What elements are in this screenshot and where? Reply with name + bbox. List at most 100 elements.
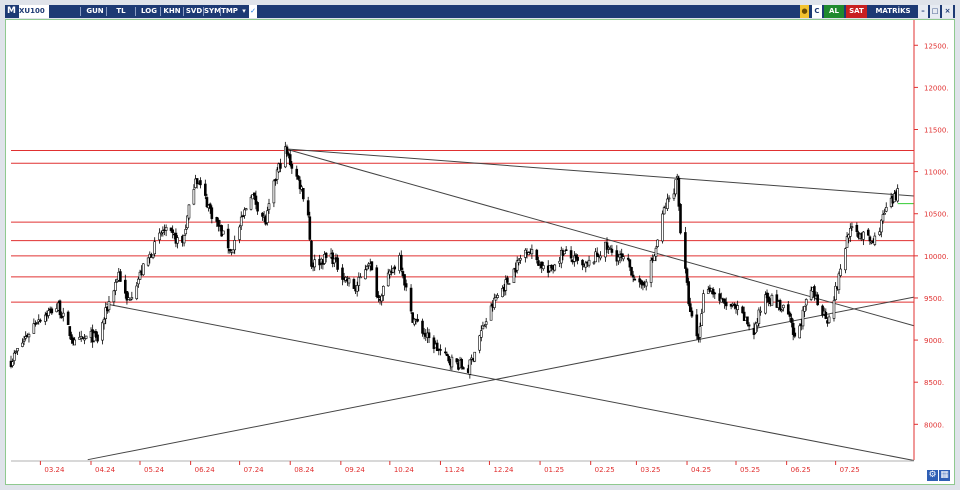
period-daily-button[interactable]: GUN bbox=[86, 7, 104, 15]
candle-body bbox=[489, 305, 493, 321]
grid-icon[interactable]: ▦ bbox=[939, 470, 950, 481]
candle-body bbox=[880, 219, 883, 233]
candle-body bbox=[411, 312, 414, 323]
khn-button[interactable]: KHN bbox=[163, 7, 181, 15]
candle-body bbox=[765, 292, 769, 299]
candle-body bbox=[759, 310, 762, 313]
candle-body bbox=[272, 180, 276, 204]
candle-body bbox=[124, 279, 127, 294]
candle-body bbox=[102, 318, 106, 325]
candle-body bbox=[228, 248, 232, 252]
lock-icon[interactable]: ● bbox=[800, 5, 809, 18]
close-icon[interactable]: × bbox=[942, 5, 953, 18]
candle-body bbox=[816, 294, 819, 306]
candle-body bbox=[357, 276, 361, 286]
candle-body bbox=[432, 337, 436, 349]
help-button[interactable]: C bbox=[812, 5, 822, 18]
candle-body bbox=[208, 203, 212, 209]
sym-button[interactable]: SYM bbox=[204, 7, 222, 15]
candle-body bbox=[881, 214, 885, 222]
candle-body bbox=[460, 359, 463, 368]
x-tick-label: 05.25 bbox=[740, 466, 760, 474]
candle-body bbox=[16, 348, 19, 352]
candle-body bbox=[517, 259, 521, 263]
buy-button[interactable]: AL bbox=[824, 5, 844, 18]
candle-body bbox=[35, 322, 39, 324]
candle-body bbox=[135, 285, 139, 299]
candle-body bbox=[114, 281, 117, 291]
candle-body bbox=[649, 259, 653, 283]
checkmark-icon[interactable]: ✓ bbox=[249, 5, 257, 18]
candle-body bbox=[450, 356, 454, 368]
candle-body bbox=[393, 266, 397, 270]
candle-body bbox=[530, 249, 534, 255]
candle-body bbox=[370, 261, 374, 271]
maximize-icon[interactable]: □ bbox=[930, 5, 940, 18]
minimize-icon[interactable]: – bbox=[918, 5, 928, 18]
candle-body bbox=[427, 332, 431, 339]
svd-button[interactable]: SVD bbox=[185, 7, 203, 15]
trend-lines bbox=[87, 148, 915, 462]
candle-body bbox=[644, 281, 648, 287]
candle-body bbox=[478, 335, 481, 351]
gear-icon[interactable]: ⚙ bbox=[927, 470, 938, 481]
candle-body bbox=[723, 298, 726, 304]
candle-body bbox=[58, 300, 62, 316]
price-chart[interactable]: 8000. 8500. 9000. 9500. 10000. 10500. 11000. 11… bbox=[6, 20, 954, 484]
candle-body bbox=[473, 351, 477, 362]
x-tick-label: 02.25 bbox=[595, 466, 615, 474]
candle-body bbox=[512, 268, 516, 284]
candle-body bbox=[813, 286, 816, 297]
x-tick-label: 04.24 bbox=[95, 466, 116, 474]
candle-body bbox=[73, 339, 76, 346]
toolbar-divider bbox=[203, 7, 204, 16]
candle-body bbox=[249, 196, 253, 210]
candle-body bbox=[662, 207, 666, 215]
y-tick-label: 11500. bbox=[924, 127, 949, 135]
symbol-field[interactable]: XU100 bbox=[19, 5, 49, 18]
candle-body bbox=[695, 314, 699, 337]
sell-button[interactable]: SAT bbox=[846, 5, 867, 18]
candle-body bbox=[884, 207, 888, 212]
candle-body bbox=[519, 258, 522, 261]
candle-body bbox=[125, 291, 129, 301]
candle-body bbox=[34, 323, 37, 325]
chart-panel[interactable]: 8000. 8500. 9000. 9500. 10000. 10500. 11000. 11… bbox=[5, 19, 955, 485]
candle-body bbox=[375, 267, 379, 297]
candle-body bbox=[413, 318, 416, 325]
candle-body bbox=[298, 179, 302, 190]
candle-body bbox=[791, 322, 795, 335]
candle-body bbox=[83, 338, 86, 341]
candle-body bbox=[563, 250, 566, 255]
triangle-down-icon[interactable]: ▾ bbox=[242, 7, 246, 15]
candle-body bbox=[43, 314, 47, 322]
candle-body bbox=[462, 367, 465, 370]
candle-body bbox=[524, 249, 527, 258]
candle-body bbox=[313, 259, 317, 268]
y-tick-label: 8000. bbox=[924, 421, 944, 429]
brand-label: MATRİKS bbox=[875, 7, 911, 15]
candles bbox=[9, 141, 899, 379]
candle-body bbox=[698, 326, 702, 338]
candle-body bbox=[146, 257, 150, 266]
x-tick-label: 07.24 bbox=[244, 466, 265, 474]
candle-body bbox=[267, 203, 271, 210]
log-scale-button[interactable]: LOG bbox=[141, 7, 157, 15]
candle-body bbox=[782, 304, 785, 309]
candle-body bbox=[161, 230, 165, 233]
candle-body bbox=[253, 192, 256, 196]
tmp-button[interactable]: TMP bbox=[221, 7, 238, 15]
y-tick-label: 12000. bbox=[924, 84, 949, 92]
y-axis: 8000. 8500. 9000. 9500. 10000. 10500. 11000. 11… bbox=[913, 20, 949, 460]
candle-body bbox=[883, 212, 886, 215]
toolbar-divider bbox=[160, 7, 161, 16]
currency-tl-button[interactable]: TL bbox=[116, 7, 126, 15]
candle-body bbox=[256, 202, 259, 212]
candle-body bbox=[176, 237, 179, 244]
candle-body bbox=[204, 183, 207, 196]
candle-body bbox=[290, 163, 294, 169]
candle-body bbox=[622, 256, 625, 260]
candle-body bbox=[308, 216, 312, 240]
candle-body bbox=[92, 332, 96, 342]
candle-body bbox=[592, 261, 596, 264]
